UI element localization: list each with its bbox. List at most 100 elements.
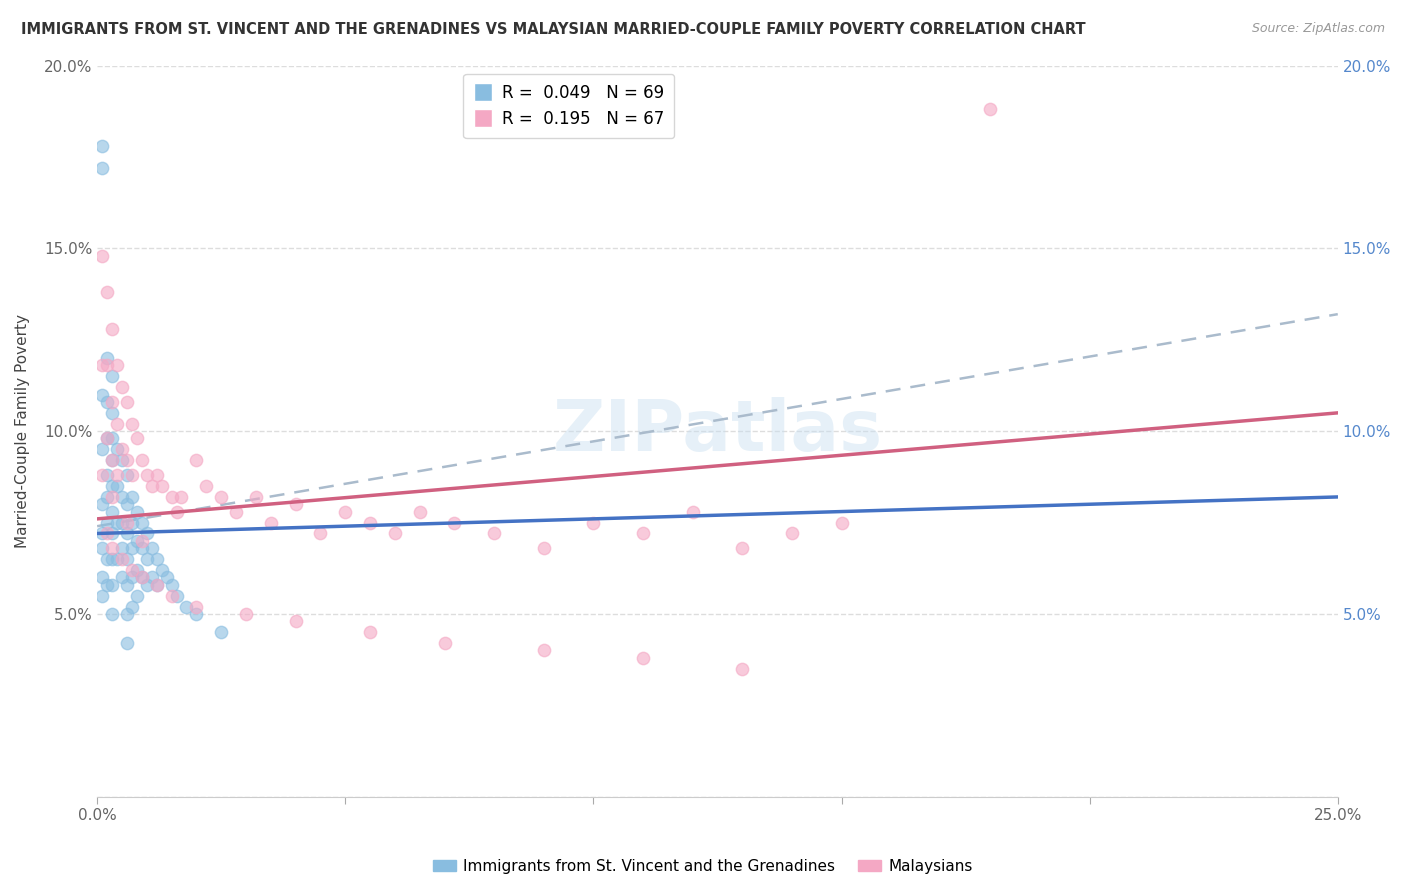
Point <box>121 570 143 584</box>
Point <box>91 359 114 373</box>
Point <box>111 552 134 566</box>
Point <box>96 432 118 446</box>
Point <box>731 541 754 555</box>
Point <box>160 490 183 504</box>
Point <box>111 541 134 555</box>
Point <box>91 497 114 511</box>
Point <box>121 516 143 530</box>
Point <box>121 599 143 614</box>
Point <box>105 516 128 530</box>
Point <box>309 526 332 541</box>
Point <box>111 516 134 530</box>
Point <box>979 103 1001 117</box>
Point <box>121 541 143 555</box>
Point <box>160 589 183 603</box>
Point <box>101 577 124 591</box>
Point <box>235 607 257 621</box>
Point <box>582 516 605 530</box>
Point <box>245 490 267 504</box>
Point <box>96 516 118 530</box>
Point <box>160 577 183 591</box>
Point <box>533 643 555 657</box>
Point <box>631 526 654 541</box>
Point <box>91 249 114 263</box>
Point <box>105 468 128 483</box>
Y-axis label: Married-Couple Family Poverty: Married-Couple Family Poverty <box>15 314 30 549</box>
Point <box>260 516 283 530</box>
Point <box>121 468 143 483</box>
Point <box>125 563 148 577</box>
Point <box>443 516 465 530</box>
Point <box>111 380 134 394</box>
Point <box>115 607 138 621</box>
Point <box>105 359 128 373</box>
Point <box>131 570 153 584</box>
Point <box>150 479 173 493</box>
Point <box>150 563 173 577</box>
Point <box>135 526 157 541</box>
Point <box>96 552 118 566</box>
Point <box>195 479 218 493</box>
Point <box>111 453 134 467</box>
Text: ZIPatlas: ZIPatlas <box>553 397 883 466</box>
Point <box>209 625 232 640</box>
Point <box>170 490 193 504</box>
Point <box>91 570 114 584</box>
Point <box>101 453 124 467</box>
Point <box>121 563 143 577</box>
Point <box>101 453 124 467</box>
Point <box>145 552 167 566</box>
Point <box>125 589 148 603</box>
Point <box>359 516 381 530</box>
Point <box>533 541 555 555</box>
Point <box>101 322 124 336</box>
Point <box>155 570 177 584</box>
Legend: R =  0.049   N = 69, R =  0.195   N = 67: R = 0.049 N = 69, R = 0.195 N = 67 <box>463 74 673 138</box>
Point <box>101 369 124 384</box>
Point <box>91 541 114 555</box>
Point <box>731 662 754 676</box>
Point <box>384 526 406 541</box>
Point <box>359 625 381 640</box>
Point <box>125 504 148 518</box>
Point <box>101 406 124 420</box>
Point <box>209 490 232 504</box>
Point <box>115 577 138 591</box>
Point <box>101 541 124 555</box>
Point <box>96 285 118 300</box>
Point <box>101 490 124 504</box>
Point <box>131 533 153 548</box>
Point <box>141 570 163 584</box>
Point <box>115 552 138 566</box>
Point <box>409 504 432 518</box>
Point <box>91 387 114 401</box>
Point <box>96 490 118 504</box>
Point <box>115 497 138 511</box>
Point <box>284 614 307 628</box>
Point <box>96 468 118 483</box>
Point <box>96 351 118 365</box>
Point <box>682 504 704 518</box>
Point <box>105 442 128 457</box>
Point <box>225 504 247 518</box>
Point <box>101 432 124 446</box>
Point <box>105 417 128 431</box>
Point <box>482 526 505 541</box>
Point <box>115 468 138 483</box>
Point <box>335 504 357 518</box>
Point <box>115 516 138 530</box>
Point <box>96 526 118 541</box>
Point <box>831 516 853 530</box>
Text: IMMIGRANTS FROM ST. VINCENT AND THE GRENADINES VS MALAYSIAN MARRIED-COUPLE FAMIL: IMMIGRANTS FROM ST. VINCENT AND THE GREN… <box>21 22 1085 37</box>
Point <box>105 552 128 566</box>
Point <box>91 468 114 483</box>
Point <box>631 650 654 665</box>
Text: Source: ZipAtlas.com: Source: ZipAtlas.com <box>1251 22 1385 36</box>
Point <box>141 479 163 493</box>
Point <box>105 479 128 493</box>
Point <box>145 577 167 591</box>
Point <box>131 516 153 530</box>
Point <box>166 504 188 518</box>
Point <box>135 468 157 483</box>
Point <box>111 490 134 504</box>
